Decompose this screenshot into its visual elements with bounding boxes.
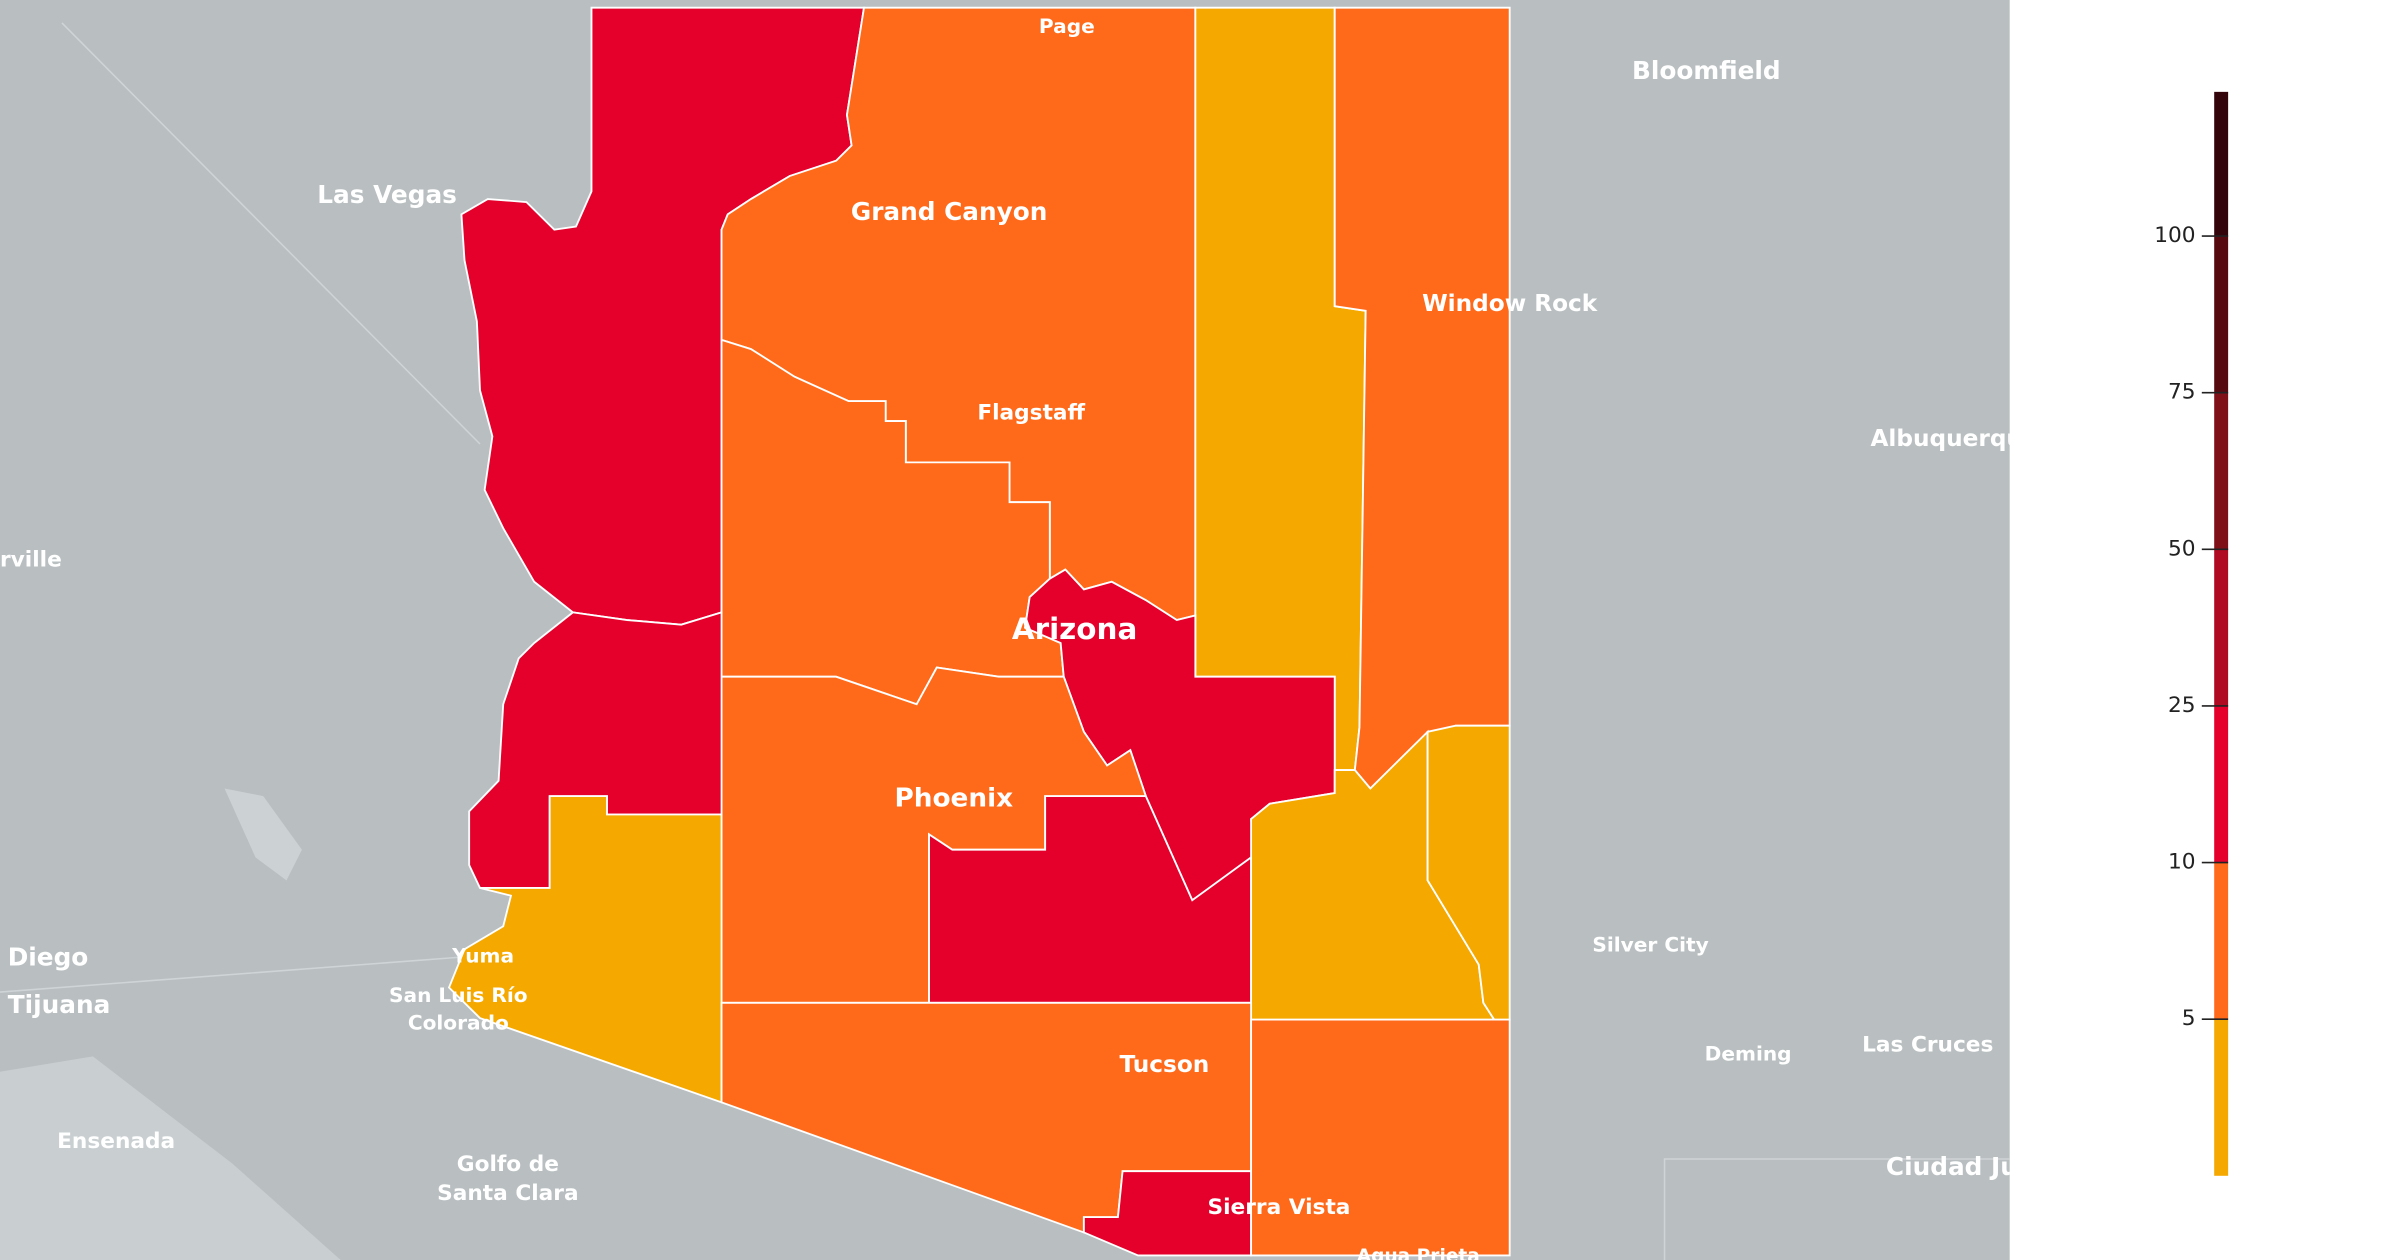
place-label: Las Cruces — [1862, 1033, 1993, 1058]
legend-tick-label: 75 — [2168, 380, 2196, 405]
legend-swatch — [2214, 862, 2229, 1020]
place-label: Diego — [8, 942, 89, 971]
legend-tick-label: 100 — [2154, 223, 2195, 248]
place-label: Bloomfield — [1632, 56, 1781, 85]
counties — [447, 6, 1511, 1257]
legend-swatch — [2214, 392, 2229, 550]
county — [447, 795, 723, 1104]
place-label: Flagstaff — [977, 400, 1085, 425]
place-label: Yuma — [451, 943, 514, 967]
place-label: Window Rock — [1422, 291, 1598, 317]
place-label: Tijuana — [8, 990, 111, 1019]
place-label: Tucson — [1119, 1052, 1209, 1078]
legend-swatch — [2214, 705, 2229, 863]
place-label: Santa Clara — [437, 1181, 578, 1206]
border-line — [0, 956, 465, 993]
legend-swatch — [2214, 91, 2229, 237]
legend: 5 10 25 50 75 100 — [2154, 91, 2229, 1176]
map: Arizona Page Grand Canyon Bloomfield Las Ve… — [0, 0, 2023, 1260]
place-label: Page — [1039, 14, 1095, 38]
legend-swatch — [2214, 236, 2229, 393]
county — [1250, 1018, 1511, 1257]
place-label: rville — [0, 547, 62, 572]
legend-swatch — [2214, 1019, 2229, 1176]
place-label: Colorado — [408, 1011, 509, 1035]
place-label: Sierra Vista — [1207, 1195, 1350, 1220]
place-label: Agua Prieta — [1357, 1246, 1480, 1260]
legend-tick-label: 10 — [2168, 850, 2196, 875]
place-label: San Luis Río — [389, 983, 528, 1007]
place-label: Las Vegas — [317, 180, 457, 209]
place-labels: Arizona Page Grand Canyon Bloomfield Las Ve… — [0, 14, 2023, 1260]
region-label: Arizona — [1012, 612, 1137, 646]
legend-tick-label: 50 — [2168, 536, 2196, 561]
place-label: Silver City — [1592, 933, 1708, 957]
legend-tick-label: 25 — [2168, 693, 2196, 718]
legend-tick-label: 5 — [2182, 1006, 2196, 1031]
place-label: Ciudad Ju — [1886, 1152, 2018, 1181]
place-label: Albuquerqu — [1870, 426, 2023, 452]
place-label: Golfo de — [457, 1152, 559, 1177]
border-line — [61, 22, 481, 445]
place-label: Phoenix — [894, 784, 1013, 814]
place-label: Ensenada — [57, 1129, 175, 1154]
place-label: Deming — [1705, 1041, 1792, 1065]
land-area — [0, 1056, 341, 1260]
lake — [224, 788, 302, 881]
border-line — [1663, 1158, 2010, 1260]
place-label: Grand Canyon — [851, 197, 1048, 226]
legend-swatch — [2214, 549, 2229, 706]
